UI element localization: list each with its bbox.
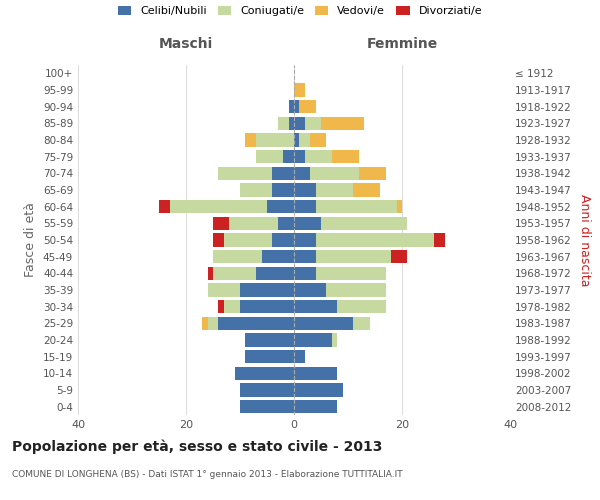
Bar	[294, 134, 299, 146]
Bar	[224, 234, 272, 246]
Bar	[272, 234, 294, 246]
Bar	[353, 184, 380, 196]
Bar	[316, 200, 397, 213]
Bar	[294, 316, 353, 330]
Bar	[294, 184, 316, 196]
Bar	[208, 284, 240, 296]
Bar	[316, 234, 434, 246]
Y-axis label: Fasce di età: Fasce di età	[25, 202, 37, 278]
Bar	[245, 350, 294, 364]
Bar	[294, 116, 305, 130]
Bar	[278, 216, 294, 230]
Bar	[294, 400, 337, 413]
Bar	[316, 266, 386, 280]
Bar	[294, 84, 305, 96]
Bar	[294, 250, 316, 264]
Bar	[321, 116, 364, 130]
Bar	[213, 266, 256, 280]
Bar	[294, 100, 299, 114]
Bar	[294, 284, 326, 296]
Text: COMUNE DI LONGHENA (BS) - Dati ISTAT 1° gennaio 2013 - Elaborazione TUTTITALIA.I: COMUNE DI LONGHENA (BS) - Dati ISTAT 1° …	[12, 470, 403, 479]
Bar	[256, 266, 294, 280]
Y-axis label: Anni di nascita: Anni di nascita	[578, 194, 591, 286]
Bar	[170, 200, 267, 213]
Bar	[213, 250, 262, 264]
Bar	[208, 316, 218, 330]
Bar	[337, 300, 386, 314]
Bar	[294, 216, 321, 230]
Bar	[245, 134, 256, 146]
Bar	[326, 284, 386, 296]
Bar	[245, 334, 294, 346]
Bar	[240, 300, 294, 314]
Bar	[332, 150, 359, 164]
Bar	[294, 266, 316, 280]
Bar	[229, 216, 278, 230]
Bar	[391, 250, 407, 264]
Text: Femmine: Femmine	[367, 37, 437, 51]
Bar	[240, 400, 294, 413]
Bar	[299, 134, 310, 146]
Bar	[283, 150, 294, 164]
Bar	[294, 384, 343, 396]
Bar	[218, 300, 224, 314]
Bar	[267, 200, 294, 213]
Bar	[294, 366, 337, 380]
Bar	[294, 166, 310, 180]
Bar	[262, 250, 294, 264]
Bar	[240, 184, 272, 196]
Bar	[218, 166, 272, 180]
Bar	[272, 184, 294, 196]
Bar	[294, 234, 316, 246]
Bar	[310, 134, 326, 146]
Bar	[256, 150, 283, 164]
Text: Popolazione per età, sesso e stato civile - 2013: Popolazione per età, sesso e stato civil…	[12, 440, 382, 454]
Bar	[213, 234, 224, 246]
Bar	[310, 166, 359, 180]
Bar	[289, 100, 294, 114]
Legend: Celibi/Nubili, Coniugati/e, Vedovi/e, Divorziati/e: Celibi/Nubili, Coniugati/e, Vedovi/e, Di…	[118, 6, 482, 16]
Bar	[359, 166, 386, 180]
Bar	[240, 284, 294, 296]
Bar	[321, 216, 407, 230]
Bar	[289, 116, 294, 130]
Bar	[294, 334, 332, 346]
Bar	[332, 334, 337, 346]
Bar	[294, 300, 337, 314]
Bar	[278, 116, 289, 130]
Text: Maschi: Maschi	[159, 37, 213, 51]
Bar	[202, 316, 208, 330]
Bar	[240, 384, 294, 396]
Bar	[316, 250, 391, 264]
Bar	[294, 150, 305, 164]
Bar	[434, 234, 445, 246]
Bar	[218, 316, 294, 330]
Bar	[159, 200, 170, 213]
Bar	[294, 350, 305, 364]
Bar	[316, 184, 353, 196]
Bar	[353, 316, 370, 330]
Bar	[272, 166, 294, 180]
Bar	[305, 116, 321, 130]
Bar	[294, 200, 316, 213]
Bar	[397, 200, 402, 213]
Bar	[224, 300, 240, 314]
Bar	[208, 266, 213, 280]
Bar	[256, 134, 294, 146]
Bar	[235, 366, 294, 380]
Bar	[305, 150, 332, 164]
Bar	[299, 100, 316, 114]
Bar	[213, 216, 229, 230]
